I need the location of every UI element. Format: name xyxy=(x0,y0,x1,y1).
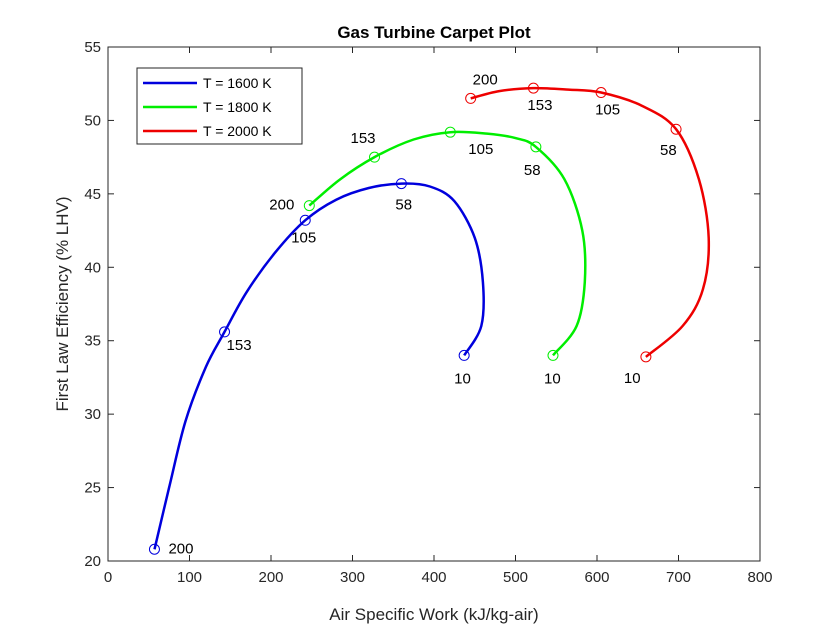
y-tick-label: 50 xyxy=(84,112,101,129)
legend-entry-0: T = 1600 K xyxy=(203,75,272,91)
y-tick-label: 40 xyxy=(84,259,101,276)
series-line-0 xyxy=(153,182,485,550)
data-point-label: 105 xyxy=(291,229,316,246)
legend-entry-2: T = 2000 K xyxy=(203,123,272,139)
x-tick-label: 300 xyxy=(340,569,365,586)
data-point-label: 105 xyxy=(468,141,493,158)
series-line-2 xyxy=(470,86,711,358)
legend-entry-1: T = 1800 K xyxy=(203,99,272,115)
data-point-label: 153 xyxy=(227,337,252,354)
x-tick-label: 100 xyxy=(177,569,202,586)
data-point-marker xyxy=(458,349,470,361)
data-point-label: 10 xyxy=(544,370,561,387)
y-axis-label: First Law Efficiency (% LHV) xyxy=(53,196,72,411)
data-point-label: 153 xyxy=(351,130,376,147)
data-point-marker xyxy=(530,141,542,153)
data-point-label: 200 xyxy=(473,71,498,88)
data-point-label: 153 xyxy=(527,97,552,114)
data-point-label: 10 xyxy=(454,370,471,387)
data-point-marker xyxy=(465,92,477,104)
x-tick-label: 700 xyxy=(666,569,691,586)
y-tick-label: 30 xyxy=(84,406,101,423)
y-tick-label: 55 xyxy=(84,39,101,56)
x-tick-label: 0 xyxy=(104,569,112,586)
chart-title: Gas Turbine Carpet Plot xyxy=(337,23,531,42)
data-point-label: 10 xyxy=(624,370,641,387)
data-point-marker xyxy=(547,349,559,361)
data-point-label: 58 xyxy=(524,162,541,179)
data-point-marker xyxy=(299,214,311,226)
data-point-label: 58 xyxy=(660,142,677,159)
x-tick-label: 600 xyxy=(584,569,609,586)
x-axis-label: Air Specific Work (kJ/kg-air) xyxy=(329,605,538,624)
y-tick-label: 35 xyxy=(84,333,101,350)
y-tick-label: 25 xyxy=(84,480,101,497)
data-point-marker xyxy=(219,326,231,338)
data-point-label: 105 xyxy=(595,102,620,119)
data-point-marker xyxy=(595,87,607,99)
x-tick-label: 800 xyxy=(747,569,772,586)
data-point-marker xyxy=(444,126,456,138)
data-point-marker xyxy=(148,543,160,555)
data-point-label: 200 xyxy=(168,540,193,557)
data-point-label: 58 xyxy=(395,197,412,214)
x-tick-label: 500 xyxy=(503,569,528,586)
y-tick-label: 45 xyxy=(84,186,101,203)
x-tick-label: 400 xyxy=(421,569,446,586)
data-point-marker xyxy=(670,123,682,135)
data-point-label: 200 xyxy=(269,197,294,214)
data-point-marker xyxy=(369,151,381,163)
x-tick-label: 200 xyxy=(258,569,283,586)
y-tick-label: 20 xyxy=(84,553,101,570)
data-point-marker xyxy=(303,200,315,212)
data-point-marker xyxy=(527,82,539,94)
data-point-marker xyxy=(395,178,407,190)
series-line-1 xyxy=(308,130,587,357)
data-point-marker xyxy=(640,351,652,363)
